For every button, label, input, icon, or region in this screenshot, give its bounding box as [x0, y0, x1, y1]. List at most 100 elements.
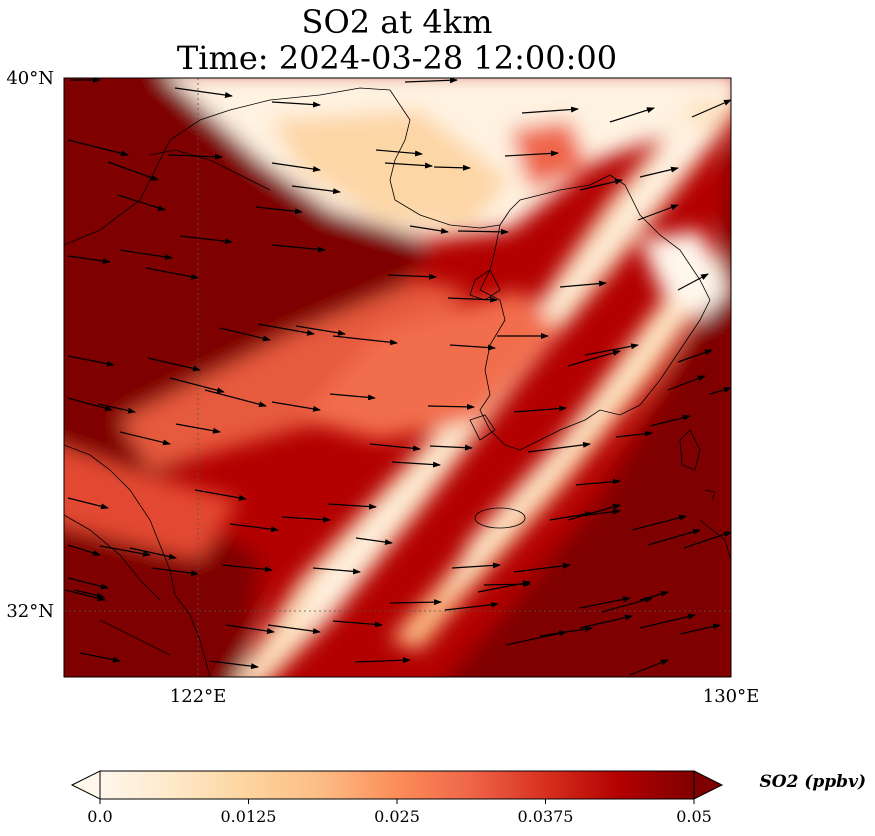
wind-arrow — [354, 657, 411, 664]
wind-arrow — [79, 652, 121, 663]
wind-vectors — [64, 78, 731, 676]
wind-arrow — [629, 659, 669, 676]
wind-arrow — [505, 630, 567, 646]
wind-arrow — [221, 564, 273, 573]
wind-arrow — [169, 377, 225, 394]
wind-arrow — [119, 431, 171, 446]
wind-arrow — [204, 389, 267, 408]
wind-arrow — [577, 508, 621, 517]
map-title-line-1: SO2 at 4km — [301, 3, 493, 41]
wind-arrow — [567, 350, 621, 367]
wind-arrow — [271, 244, 326, 253]
wind-arrow — [579, 614, 633, 629]
wind-arrow — [391, 461, 441, 468]
lon-tick-label-122e: 122°E — [170, 686, 227, 707]
wind-arrow — [677, 273, 709, 291]
wind-arrow — [639, 613, 696, 629]
wind-arrow — [389, 599, 442, 606]
wind-arrow — [255, 206, 303, 215]
wind-arrow — [584, 343, 639, 356]
wind-arrow — [427, 403, 475, 410]
colorbar-gradient — [99, 770, 695, 800]
wind-arrow — [457, 228, 509, 235]
wind-arrow — [271, 162, 321, 172]
wind-arrow — [667, 375, 706, 391]
wind-arrow — [97, 403, 136, 414]
wind-arrow — [271, 401, 321, 412]
wind-arrow — [327, 503, 377, 510]
wind-arrow — [67, 355, 115, 367]
wind-arrow — [429, 444, 473, 451]
wind-arrow — [639, 166, 679, 178]
wind-arrow — [151, 567, 199, 577]
wind-arrow — [175, 423, 221, 434]
wind-arrow — [174, 87, 233, 98]
wind-arrow — [649, 414, 691, 427]
wind-arrow — [521, 106, 579, 114]
colorbar-tick-2: 0.025 — [374, 807, 420, 826]
wind-arrow — [117, 194, 166, 211]
wind-arrow — [527, 441, 591, 453]
wind-arrow — [167, 153, 223, 160]
wind-arrow — [225, 624, 275, 634]
wind-arrow — [679, 623, 721, 635]
wind-arrow — [404, 78, 458, 84]
map-title-line-2: Time: 2024-03-28 12:00:00 — [176, 39, 618, 77]
colorbar-tick-0: 0.0 — [87, 807, 112, 826]
wind-arrow — [369, 443, 421, 452]
wind-arrow — [639, 591, 669, 601]
wind-arrow — [355, 537, 393, 546]
wind-arrow — [615, 430, 653, 438]
wind-arrow — [387, 273, 437, 280]
wind-arrow — [601, 596, 653, 613]
wind-arrow — [119, 249, 173, 260]
lon-tick-label-130e: 130°E — [703, 686, 760, 707]
wind-arrow — [375, 149, 423, 157]
wind-arrow — [67, 544, 101, 556]
wind-arrow — [67, 497, 109, 510]
wind-arrow — [709, 387, 731, 395]
so2-field — [64, 78, 731, 677]
wind-arrow — [677, 349, 713, 363]
wind-arrow — [539, 626, 593, 637]
wind-arrow — [513, 562, 571, 573]
wind-arrow — [67, 397, 113, 412]
wind-arrow — [631, 514, 687, 531]
wind-arrow — [99, 545, 151, 557]
wind-arrow — [147, 357, 201, 372]
colorbar-extend-max — [693, 770, 724, 800]
lat-tick-label-40n: 40°N — [6, 68, 54, 89]
wind-arrow — [329, 393, 376, 401]
wind-arrow — [194, 489, 247, 501]
wind-arrow — [332, 620, 383, 628]
wind-arrow — [513, 405, 567, 413]
colorbar-tick-3: 0.0375 — [518, 807, 574, 826]
wind-arrow — [444, 601, 499, 611]
wind-arrow — [291, 185, 341, 195]
wind-arrow — [433, 164, 471, 171]
wind-arrow — [107, 161, 159, 181]
wind-arrow — [691, 99, 731, 118]
wind-arrow — [219, 327, 271, 342]
wind-arrow — [683, 531, 731, 549]
wind-arrow — [567, 504, 621, 521]
map-frame — [63, 77, 732, 678]
wind-arrow — [312, 567, 361, 575]
wind-arrow — [447, 296, 498, 303]
wind-arrow — [129, 547, 177, 560]
colorbar-tick-4: 0.05 — [676, 807, 712, 826]
wind-arrow — [449, 344, 496, 351]
wind-arrow — [295, 325, 346, 336]
wind-arrow — [451, 562, 501, 569]
colorbar-label: SO2 (ppbv) — [760, 772, 866, 792]
wind-arrow — [637, 204, 679, 221]
wind-arrow — [579, 596, 631, 609]
wind-arrow — [281, 516, 331, 523]
wind-arrow — [271, 101, 321, 108]
wind-arrow — [179, 235, 233, 245]
wind-arrow — [64, 589, 106, 602]
wind-arrow — [609, 107, 655, 123]
gridlines — [64, 78, 731, 677]
wind-arrow — [145, 267, 199, 280]
